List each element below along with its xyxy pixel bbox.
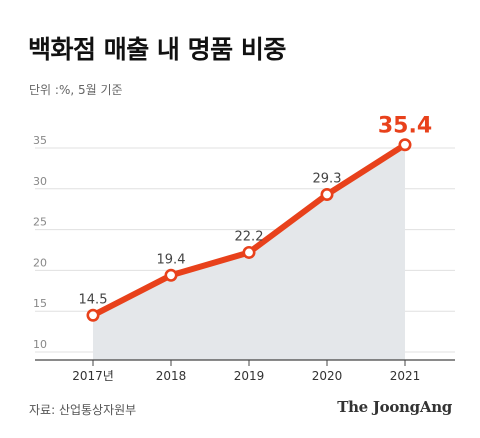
- data-label: 19.4: [157, 252, 186, 267]
- data-point: [164, 268, 178, 282]
- x-tick-label: 2018: [156, 369, 187, 383]
- unit-label: 단위 :%, 5월 기준: [29, 83, 123, 97]
- x-tick-label: 2019: [234, 369, 265, 383]
- x-tick-label: 2017년: [72, 369, 114, 383]
- y-tick-label: 30: [33, 175, 47, 188]
- data-point: [242, 245, 256, 259]
- data-point: [398, 138, 412, 152]
- data-label: 14.5: [79, 292, 108, 307]
- y-tick-label: 20: [33, 256, 47, 269]
- data-label: 22.2: [235, 229, 264, 244]
- data-points: [86, 138, 412, 322]
- y-tick-label: 10: [33, 338, 47, 351]
- data-point: [320, 188, 334, 202]
- x-tick-label: 2021: [390, 369, 421, 383]
- data-point: [86, 308, 100, 322]
- data-label: 35.4: [378, 114, 432, 139]
- y-tick-label: 25: [33, 216, 47, 229]
- x-axis-ticks: 2017년 2018 2019 2020 2021: [72, 360, 420, 383]
- x-tick-label: 2020: [312, 369, 343, 383]
- source-note: 자료: 산업통상자원부: [29, 403, 137, 417]
- chart-title: 백화점 매출 내 명품 비중: [28, 35, 286, 64]
- data-label: 29.3: [313, 172, 342, 187]
- y-tick-label: 35: [33, 134, 47, 147]
- y-tick-label: 15: [33, 297, 47, 310]
- y-axis-ticks: 10 15 20 25 30 35: [33, 134, 47, 351]
- publisher-logo: The JoongAng: [337, 398, 452, 416]
- data-labels: 14.5 19.4 22.2 29.3 35.4: [79, 114, 433, 308]
